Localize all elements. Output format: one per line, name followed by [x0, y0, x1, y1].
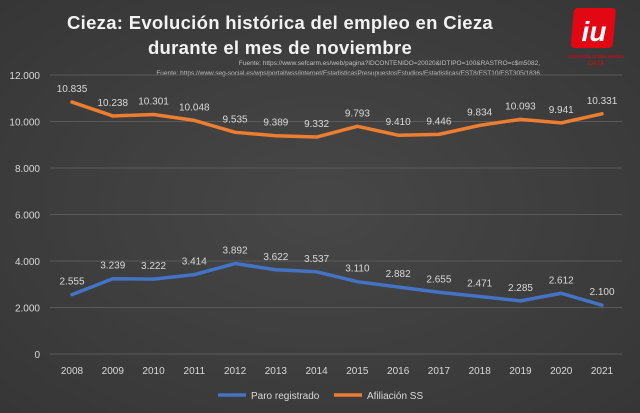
svg-text:Izquierda unida-verdes: Izquierda unida-verdes — [568, 54, 624, 60]
data-label: 9.941 — [549, 105, 574, 116]
data-label: 9.793 — [345, 108, 370, 119]
svg-text:CIEZA: CIEZA — [588, 61, 605, 67]
y-tick-label: 6.000 — [15, 211, 40, 222]
data-label: 10.093 — [505, 101, 536, 112]
data-label: 3.239 — [100, 261, 125, 272]
x-tick-label: 2010 — [142, 366, 165, 377]
svg-text:iu: iu — [582, 16, 607, 47]
title-line-1: Cieza: Evolución histórica del empleo en… — [66, 12, 494, 33]
series-line-1 — [70, 100, 604, 139]
data-label: 3.110 — [345, 264, 370, 275]
x-tick-label: 2011 — [184, 366, 206, 377]
data-label: 10.301 — [138, 97, 169, 108]
x-tick-label: 2019 — [509, 366, 532, 377]
data-label: 3.622 — [263, 252, 288, 263]
data-label: 10.238 — [97, 98, 128, 109]
data-label: 2.100 — [589, 287, 614, 298]
y-tick-label: 4.000 — [15, 257, 40, 268]
data-label: 2.285 — [508, 283, 533, 294]
x-tick-label: 2013 — [265, 366, 288, 377]
x-tick-label: 2009 — [102, 366, 125, 377]
data-label: 9.389 — [263, 118, 288, 129]
x-tick-label: 2021 — [591, 366, 614, 377]
x-tick-label: 2017 — [428, 366, 451, 377]
source-1: Fuente: https://www.sefcarm.es/web/pagin… — [238, 60, 540, 67]
y-tick-label: 12.000 — [9, 71, 40, 82]
data-label: 9.332 — [304, 119, 329, 130]
legend-label: Afiliación SS — [367, 391, 423, 402]
y-tick-label: 10.000 — [9, 118, 40, 129]
x-tick-label: 2008 — [61, 366, 84, 377]
data-label: 2.612 — [549, 275, 574, 286]
x-tick-label: 2015 — [346, 366, 369, 377]
data-label: 2.555 — [59, 277, 84, 288]
data-label: 3.892 — [223, 246, 248, 257]
y-tick-label: 0 — [34, 350, 40, 361]
legend-label: Paro registrado — [251, 391, 320, 402]
data-label: 9.410 — [386, 117, 411, 128]
x-tick-label: 2014 — [305, 366, 328, 377]
title-line-2: durante el mes de noviembre — [147, 37, 413, 58]
source-2: Fuente: https://www.seg-social.es/wps/po… — [156, 70, 540, 77]
data-label: 3.414 — [182, 257, 207, 268]
data-label: 9.834 — [467, 107, 492, 118]
x-tick-label: 2012 — [224, 366, 247, 377]
data-label: 3.222 — [141, 261, 166, 272]
data-label: 10.048 — [179, 102, 210, 113]
data-label: 2.882 — [386, 269, 411, 280]
data-label: 10.331 — [587, 96, 618, 107]
x-tick-label: 2016 — [387, 366, 410, 377]
data-label: 9.446 — [426, 116, 451, 127]
chart-title: Cieza: Evolución histórica del empleo en… — [60, 10, 500, 60]
y-tick-label: 2.000 — [15, 304, 40, 315]
x-tick-label: 2020 — [550, 366, 573, 377]
data-label: 9.535 — [223, 114, 248, 125]
iu-logo: iu Izquierda unida-verdes CIEZA — [568, 8, 628, 70]
data-label: 2.471 — [467, 279, 492, 290]
y-tick-label: 8.000 — [15, 164, 40, 175]
series-line-0 — [70, 261, 604, 307]
data-label: 2.655 — [426, 274, 451, 285]
x-tick-label: 2018 — [469, 366, 492, 377]
data-label: 10.835 — [57, 84, 88, 95]
data-label: 3.537 — [304, 254, 329, 265]
